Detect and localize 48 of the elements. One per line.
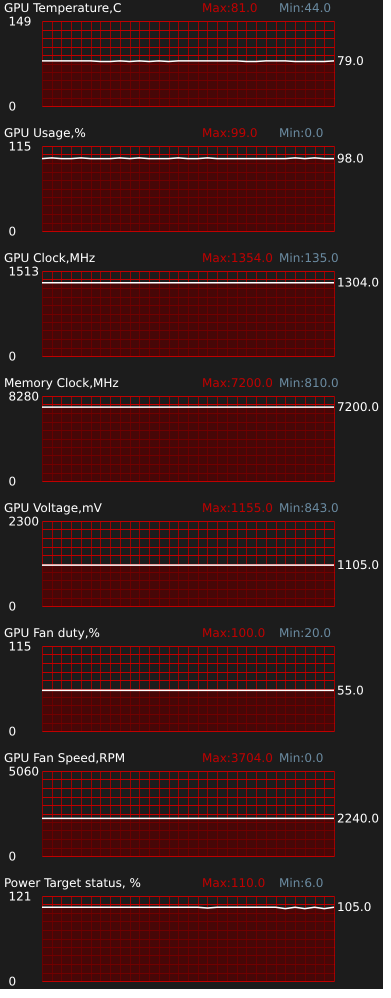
y-tick-label: 0 bbox=[8, 724, 16, 738]
text: Max:99.0 bbox=[202, 126, 258, 140]
y-tick-label: 115 bbox=[8, 640, 32, 654]
chart-title: GPU Fan duty,% bbox=[4, 626, 100, 640]
text: Max:1354.0 bbox=[202, 251, 273, 265]
y-tick-label: 121 bbox=[8, 890, 32, 904]
data-label: 79.0 bbox=[337, 54, 364, 68]
text: Min:0.0 bbox=[279, 751, 324, 765]
text: Max:7200.0 bbox=[202, 376, 273, 390]
data-label: 105.0 bbox=[337, 900, 372, 914]
y-tick-label: 0 bbox=[8, 100, 16, 114]
chart-title: GPU Usage,% bbox=[4, 126, 86, 140]
chart-title: GPU Fan Speed,RPM bbox=[4, 751, 126, 765]
text: Min:6.0 bbox=[279, 876, 324, 890]
data-label: 7200.0 bbox=[337, 400, 379, 414]
chart-title: GPU Temperature,C bbox=[4, 1, 122, 15]
text: Max:81.0 bbox=[202, 1, 258, 15]
text: Min:0.0 bbox=[279, 126, 324, 140]
y-tick-label: 2300 bbox=[8, 514, 40, 528]
data-label: 1304.0 bbox=[337, 276, 379, 290]
text: Min:843.0 bbox=[279, 501, 339, 515]
chart-title: GPU Voltage,mV bbox=[4, 501, 103, 515]
y-tick-label: 0 bbox=[8, 600, 16, 614]
y-tick-label: 115 bbox=[8, 140, 32, 154]
text: Max:110.0 bbox=[202, 876, 266, 890]
chart-title: Memory Clock,MHz bbox=[4, 376, 119, 390]
text: Min:135.0 bbox=[279, 251, 339, 265]
text: Max:100.0 bbox=[202, 626, 266, 640]
chart-title: Power Target status, % bbox=[4, 876, 141, 890]
text: Min:810.0 bbox=[279, 376, 339, 390]
text: Max:3704.0 bbox=[202, 751, 273, 765]
y-tick-label: 0 bbox=[8, 974, 16, 988]
text: Min:20.0 bbox=[279, 626, 332, 640]
data-label: 98.0 bbox=[337, 152, 364, 166]
chart-title: GPU Clock,MHz bbox=[4, 251, 96, 265]
y-tick-label: 0 bbox=[8, 350, 16, 364]
y-tick-label: 149 bbox=[8, 14, 32, 28]
data-label: 1105.0 bbox=[337, 558, 379, 572]
y-tick-label: 0 bbox=[8, 474, 16, 488]
y-tick-label: 5060 bbox=[8, 764, 40, 778]
text: Min:44.0 bbox=[279, 1, 332, 15]
y-tick-label: 0 bbox=[8, 850, 16, 864]
y-tick-label: 1513 bbox=[8, 264, 40, 278]
text: Max:1155.0 bbox=[202, 501, 273, 515]
data-label: 2240.0 bbox=[337, 811, 379, 826]
y-tick-label: 8280 bbox=[8, 390, 40, 404]
data-label: 55.0 bbox=[337, 683, 364, 698]
y-tick-label: 0 bbox=[8, 224, 16, 238]
